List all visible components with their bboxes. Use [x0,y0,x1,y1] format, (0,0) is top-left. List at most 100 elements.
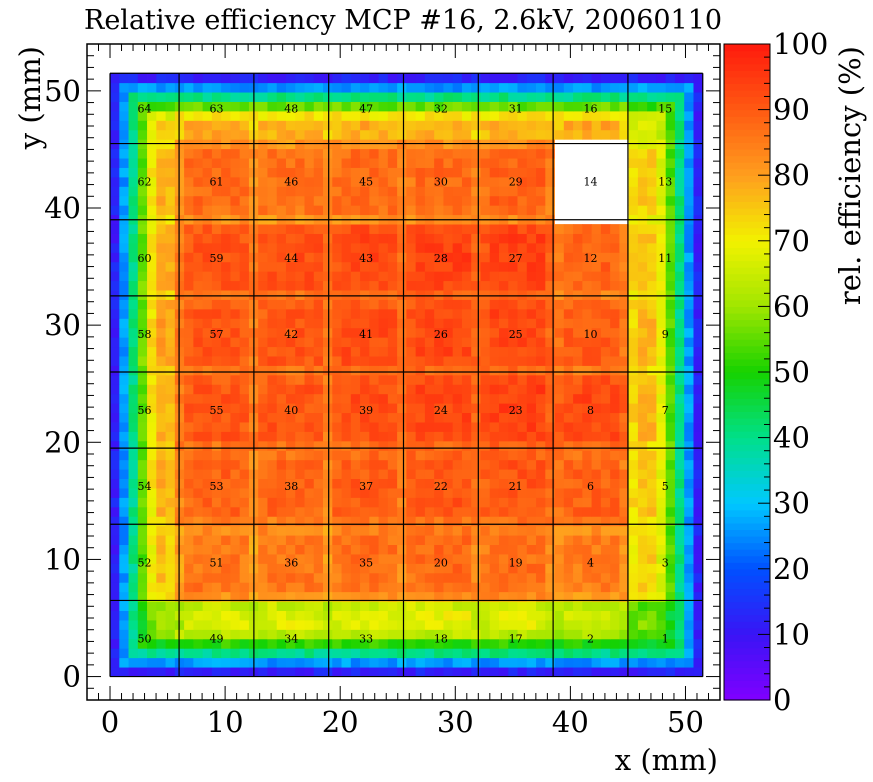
heatmap-cell [332,308,342,319]
heatmap-cell [443,92,454,102]
pad-grid-lines [109,72,704,678]
heatmap-cell [517,601,528,611]
heatmap-cell [285,535,296,546]
heatmap-cell [684,186,694,197]
heatmap-cell [693,544,704,555]
heatmap-cell [600,101,611,112]
heatmap-cell [471,365,481,376]
heatmap-cell [397,148,407,159]
heatmap-cell [128,148,139,159]
heatmap-cell [276,497,287,508]
heatmap-cell [554,516,565,527]
heatmap-cell [498,92,509,102]
heatmap-cell [674,506,685,517]
heatmap-cell [536,73,546,84]
heatmap-cell [230,629,241,640]
heatmap-cell [545,318,555,329]
heatmap-cell [332,290,342,300]
heatmap-cell [424,120,435,131]
heatmap-cell [128,403,139,414]
heatmap-cell [350,563,361,574]
heatmap-cell [165,299,176,310]
heatmap-cell [674,657,685,668]
heatmap-cell [498,261,509,272]
heatmap-cell [211,638,222,649]
colorbar-segment [724,116,770,124]
heatmap-cell [221,337,231,348]
heatmap-cell [415,544,426,555]
heatmap-cell [452,167,463,178]
chart-title: Relative efficiency MCP #16, 2.6kV, 2006… [84,5,722,36]
heatmap-cell [202,139,213,150]
heatmap-cell [628,327,639,338]
heatmap-cell [360,403,370,414]
heatmap-cell [221,591,231,602]
heatmap-cell [684,290,694,300]
heatmap-cell [276,422,287,432]
heatmap-cell [684,591,694,602]
heatmap-cell [147,148,157,159]
heatmap-cell [295,459,305,470]
heatmap-cell [443,384,454,395]
heatmap-cell [573,422,583,432]
heatmap-cell [202,506,213,517]
heatmap-cell [434,563,444,574]
heatmap-cell [360,384,370,395]
heatmap-cell [536,365,546,376]
heatmap-cell [656,610,667,621]
heatmap-cell [156,422,166,432]
heatmap-cell [637,422,648,432]
heatmap-cell [489,412,500,423]
heatmap-cell [508,431,518,442]
heatmap-cell [137,384,148,395]
heatmap-cell [137,497,148,508]
heatmap-cell [387,648,398,659]
heatmap-cell [239,525,250,536]
heatmap-cell [508,110,518,121]
heatmap-cell [508,167,518,178]
heatmap-cell [387,365,398,376]
heatmap-cell [647,667,657,677]
heatmap-cell [350,318,361,329]
pad-label: 46 [284,176,298,189]
heatmap-cell [619,101,630,112]
heatmap-cell [285,525,296,536]
heatmap-cell [239,497,250,508]
heatmap-cell [211,158,222,168]
heatmap-cell [461,195,472,206]
heatmap-cell [526,92,537,102]
heatmap-cell [461,440,472,451]
heatmap-cell [387,384,398,395]
heatmap-cell [332,176,342,187]
heatmap-cell [267,280,278,291]
heatmap-cell [295,110,305,121]
heatmap-cell [202,195,213,206]
heatmap-cell [165,356,176,366]
heatmap-cell [619,374,630,385]
heatmap-cell [693,186,704,197]
heatmap-cell [600,318,611,329]
heatmap-cell [674,139,685,150]
heatmap-cell [674,158,685,168]
heatmap-cell [110,440,120,451]
heatmap-cell [285,337,296,348]
heatmap-cell [406,497,417,508]
heatmap-cell [693,158,704,168]
heatmap-cell [452,158,463,168]
heatmap-cell [656,459,667,470]
colorbar-segment [724,614,770,622]
heatmap-cell [276,356,287,366]
heatmap-cell [332,582,342,593]
heatmap-cell [332,657,342,668]
heatmap-cell [313,186,324,197]
heatmap-cell [332,431,342,442]
heatmap-cell [656,431,667,442]
heatmap-cell [276,506,287,517]
heatmap-cell [600,610,611,621]
heatmap-cell [693,667,704,677]
heatmap-cell [397,139,407,150]
heatmap-cell [323,422,333,432]
heatmap-cell [267,384,278,395]
heatmap-cell [628,478,639,489]
heatmap-cell [434,431,444,442]
